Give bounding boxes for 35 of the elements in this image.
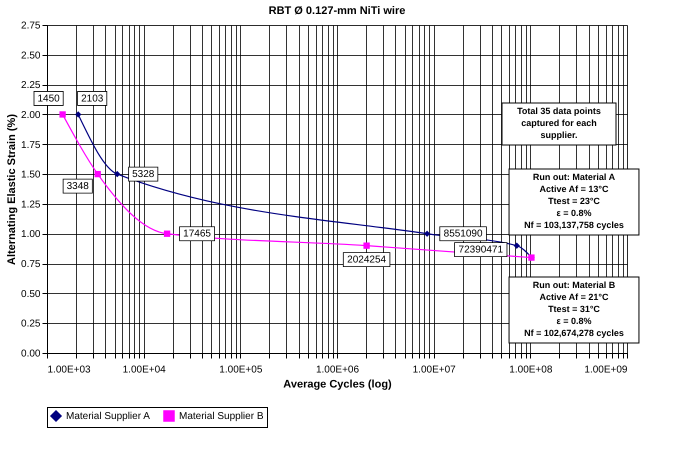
annotation: 2024254 [347,254,387,266]
x-tick-label: 1.00E+07 [412,364,456,376]
legend-label: Material Supplier B [179,411,264,422]
annotation: 72390471 [458,244,504,256]
y-tick-label: 2.00 [21,110,41,121]
x-tick-label: 1.00E+03 [48,364,92,376]
y-tick-label: 2.50 [21,50,41,62]
x-tick-label: 1.00E+06 [316,364,360,376]
y-tick-label: 1.50 [21,170,41,181]
x-tick-label: 1.00E+04 [122,364,166,376]
annotation: Run out: Material A Active Af = 13°C Ttest = 23°C ε = 0.8% Nf = 103,137,758 cycles [524,172,624,230]
y-axis-title: Alternating Elastic Strain (%) [6,114,18,265]
x-tick-label: 1.00E+08 [509,364,553,376]
x-tick-label: 1.00E+05 [219,364,263,376]
annotation: 8551090 [444,228,483,240]
annotation: 3348 [66,181,90,192]
x-tick-label: 1.00E+09 [584,364,628,376]
y-tick-label: 1.00 [21,229,41,240]
annotation: 2103 [81,93,104,104]
annotation: Total 35 data points captured for each supplier. [517,106,601,140]
chart-title: RBT Ø 0.127-mm NiTi wire [268,5,406,17]
y-tick-label: 2.75 [21,20,41,32]
y-tick-label: 0.50 [21,288,41,300]
y-tick-label: 2.25 [21,80,41,92]
legend-label: Material Supplier A [66,411,150,422]
y-tick-label: 0.75 [21,259,41,270]
y-tick-label: 1.25 [21,199,41,210]
annotation: Run out: Material B Active Af = 21°C Ttest = 31°C ε = 0.8% Nf = 102,674,278 cycles [524,280,624,338]
x-axis-title: Average Cycles (log) [283,378,392,390]
annotation: 17465 [183,228,212,240]
y-tick-label: 0.00 [21,348,41,360]
annotation: 5328 [132,169,155,180]
y-tick-label: 0.25 [21,318,41,330]
y-tick-label: 1.75 [21,140,41,151]
annotation: 1450 [37,93,60,104]
